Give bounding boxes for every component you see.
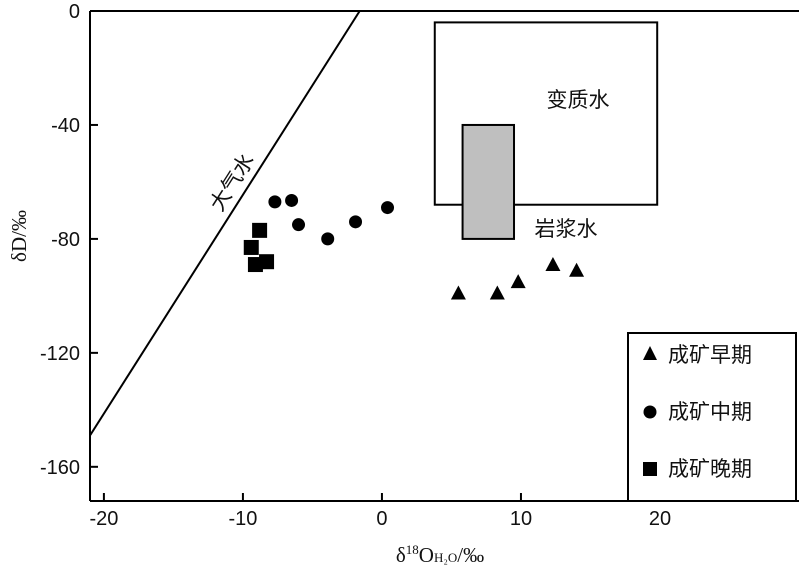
y-tick-label: -120: [40, 343, 80, 365]
data-circle-point-4: [321, 232, 335, 246]
data-circle-point-2: [285, 193, 299, 207]
legend-item-late: 成矿晚期: [643, 457, 752, 481]
data-triangle-point-2: [489, 285, 505, 300]
x-tick-label: 0: [376, 508, 387, 530]
x-axis-label-main: O: [419, 543, 434, 567]
x-axis-label-sup: 18: [406, 542, 419, 557]
legend-item-early: 成矿早期: [643, 343, 752, 367]
data-triangle-point-5: [569, 262, 585, 277]
legend-item-middle: 成矿中期: [643, 400, 752, 424]
legend-triangle-icon: [643, 346, 657, 360]
y-tick-label: -40: [51, 115, 80, 137]
data-square-point-1: [252, 222, 268, 238]
data-square-point-2: [243, 239, 259, 255]
legend-circle-icon: [643, 405, 657, 419]
data-triangle-point-4: [545, 257, 561, 272]
x-axis-label-prefix: δ: [396, 543, 406, 567]
data-triangle-point-1: [450, 285, 466, 300]
x-tick-label: 10: [510, 508, 532, 530]
x-tick-label: -20: [89, 508, 118, 530]
y-tick-label: -80: [51, 229, 80, 251]
legend-label-early: 成矿早期: [668, 343, 752, 367]
legend: 成矿早期 成矿中期 成矿晚期: [627, 332, 797, 502]
data-square-point-4: [247, 257, 263, 273]
legend-square-icon: [643, 462, 657, 476]
x-axis-label-sub: H₂O: [434, 550, 457, 565]
y-axis-label: δD/‰: [7, 210, 31, 262]
y-tick-label: -160: [40, 457, 80, 479]
meteoric-water-line: [90, 11, 361, 437]
x-axis-label: δ18OH₂O/‰: [396, 542, 484, 567]
axis-ticks: 0 -40 -80 -120 -160 -20 -10 0 10 20: [40, 1, 799, 530]
data-circle-point-6: [381, 201, 395, 215]
region-label-metamorphic-water: 变质水: [547, 88, 610, 112]
region-magmatic-water: [461, 123, 516, 240]
x-tick-label: 20: [649, 508, 671, 530]
data-triangle-point-3: [510, 274, 526, 289]
x-tick-label: -10: [228, 508, 257, 530]
data-circle-point-1: [268, 195, 282, 209]
legend-label-middle: 成矿中期: [668, 400, 752, 424]
legend-label-late: 成矿晚期: [668, 457, 752, 481]
data-circle-point-3: [292, 218, 306, 232]
data-circle-point-5: [349, 215, 363, 229]
y-tick-label: 0: [69, 1, 80, 23]
x-axis-label-unit: /‰: [457, 543, 484, 567]
region-label-magmatic-water: 岩浆水: [535, 217, 598, 241]
